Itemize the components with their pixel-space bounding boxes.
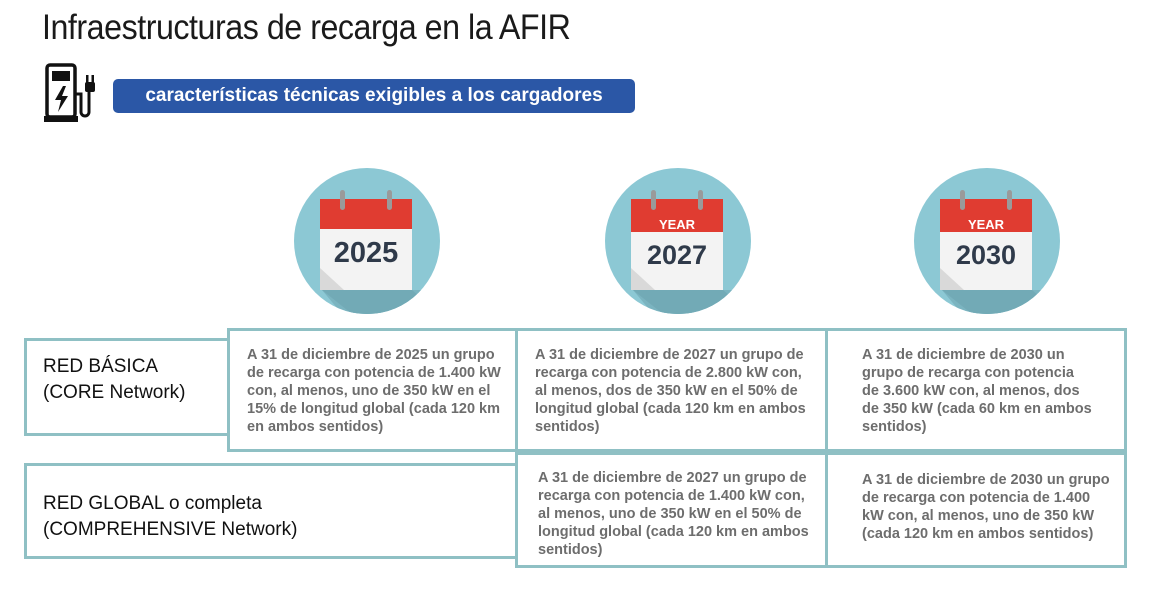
year-badge-2027: YEAR 2027 xyxy=(603,166,753,316)
cell-core-2030 xyxy=(825,328,1127,452)
year-tag: YEAR xyxy=(968,217,1005,232)
cell-text: A 31 de diciembre de 2025 un grupo de re… xyxy=(247,347,501,435)
subtitle-banner: características técnicas exigibles a los… xyxy=(113,79,635,113)
cell-comprehensive-2027 xyxy=(515,452,828,568)
cell-text: A 31 de diciembre de 2030 un grupo de re… xyxy=(862,472,1110,542)
calendar-icon: 2025 xyxy=(294,168,440,314)
cell-core-2025 xyxy=(227,328,518,452)
year-label: 2025 xyxy=(334,237,399,269)
year-tag: YEAR xyxy=(659,217,696,232)
cell-text: A 31 de diciembre de 2027 un grupo de re… xyxy=(538,470,809,558)
row-label-box-core xyxy=(24,338,230,436)
row-label-comprehensive: RED GLOBAL o completa (COMPREHENSIVE Net… xyxy=(43,491,297,543)
year-badge-2030: YEAR 2030 xyxy=(912,166,1062,316)
cell-text: A 31 de diciembre de 2027 un grupo de re… xyxy=(535,347,806,435)
calendar-icon: YEAR 2030 xyxy=(914,168,1060,314)
year-label: 2030 xyxy=(956,240,1016,270)
cell-text: A 31 de diciembre de 2030 un grupo de re… xyxy=(862,347,1092,435)
row-label-line: RED GLOBAL o completa xyxy=(43,493,262,514)
cell-core-2027 xyxy=(515,328,828,452)
page-title: Infraestructuras de recarga en la AFIR xyxy=(42,8,571,47)
cell-comprehensive-2030 xyxy=(825,452,1127,568)
row-label-box-comprehensive xyxy=(24,463,518,559)
calendar-icon: YEAR 2027 xyxy=(605,168,751,314)
ev-charger-icon xyxy=(44,63,95,122)
row-label-core: RED BÁSICA (CORE Network) xyxy=(43,354,186,406)
row-label-line: (CORE Network) xyxy=(43,382,186,403)
year-label: 2027 xyxy=(647,240,707,270)
year-badge-2025: 2025 xyxy=(292,166,442,316)
row-label-line: RED BÁSICA xyxy=(43,356,159,377)
row-label-line: (COMPREHENSIVE Network) xyxy=(43,519,298,540)
